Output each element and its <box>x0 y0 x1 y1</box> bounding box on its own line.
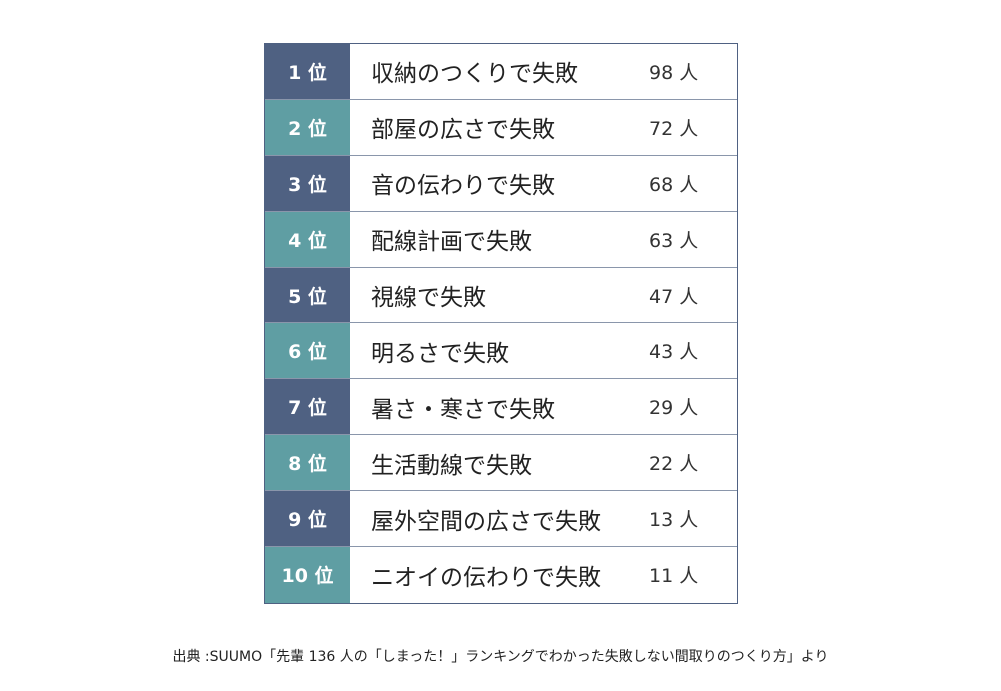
table-row: 6 位明るさで失敗 43 人 <box>265 323 737 380</box>
count-cell: 43 人 <box>649 341 699 364</box>
label-cell: 暑さ・寒さで失敗 <box>371 396 555 423</box>
count-cell: 63 人 <box>649 229 699 252</box>
table-row: 9 位屋外空間の広さで失敗 13 人 <box>265 491 737 548</box>
label-cell: 音の伝わりで失敗 <box>371 173 555 200</box>
count-cell: 11 人 <box>649 565 699 588</box>
source-note: 出典 :SUUMO「先輩 136 人の「しまった！」ランキングでわかった失敗しな… <box>172 649 829 665</box>
label-cell: 視線で失敗 <box>371 285 486 311</box>
label-cell: 収納のつくりで失敗 <box>371 61 578 88</box>
table-row: 8 位生活動線で失敗 22 人 <box>265 435 737 492</box>
rank-cell: 9 位 <box>265 491 350 547</box>
count-cell: 98 人 <box>649 61 699 84</box>
table-row: 5 位視線で失敗 47 人 <box>265 267 737 324</box>
count-cell: 47 人 <box>649 285 699 308</box>
label-cell: 明るさで失敗 <box>371 340 509 367</box>
label-cell: 部屋の広さで失敗 <box>371 117 555 144</box>
table-row: 4 位配線計画で失敗 63 人 <box>265 211 737 268</box>
rank-cell: 8 位 <box>265 435 350 491</box>
rank-cell: 2 位 <box>265 99 350 155</box>
rank-cell: 7 位 <box>265 379 350 435</box>
rank-cell: 4 位 <box>265 211 350 267</box>
count-cell: 29 人 <box>649 397 699 420</box>
rank-cell: 5 位 <box>265 267 350 323</box>
table-row: 2 位部屋の広さで失敗 72 人 <box>265 99 737 156</box>
label-cell: 屋外空間の広さで失敗 <box>371 508 601 535</box>
rank-cell: 3 位 <box>265 155 350 211</box>
count-cell: 22 人 <box>649 453 699 476</box>
table-row: 7 位暑さ・寒さで失敗 29 人 <box>265 379 737 436</box>
rank-cell: 10 位 <box>265 547 350 603</box>
label-cell: ニオイの伝わりで失敗 <box>371 564 601 591</box>
ranking-table: 1 位収納のつくりで失敗 98 人 2 位部屋の広さで失敗 72 人 3 位音の伝わりで… <box>264 43 738 604</box>
table-row: 3 位音の伝わりで失敗 68 人 <box>265 155 737 212</box>
count-cell: 72 人 <box>649 117 699 140</box>
table-row: 10 位ニオイの伝わりで失敗 11 人 <box>265 547 737 603</box>
table-row: 1 位収納のつくりで失敗 98 人 <box>265 44 737 100</box>
label-cell: 生活動線で失敗 <box>371 452 532 479</box>
rank-cell: 6 位 <box>265 323 350 379</box>
rank-cell: 1 位 <box>265 44 350 99</box>
count-cell: 68 人 <box>649 173 699 196</box>
count-cell: 13 人 <box>649 509 699 532</box>
label-cell: 配線計画で失敗 <box>371 229 532 256</box>
